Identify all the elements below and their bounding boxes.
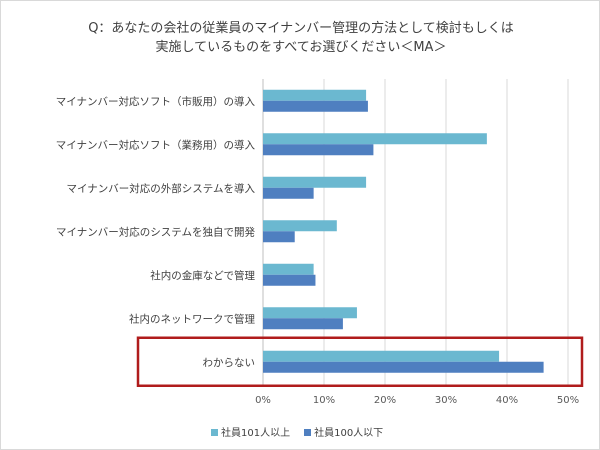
title-line-1: Q：あなたの会社の従業員のマイナンバー管理の方法として検討もしくは xyxy=(88,21,514,36)
bar-101plus xyxy=(263,263,314,275)
legend-item-100under: 社員100人以下 xyxy=(304,424,383,439)
highlight-box xyxy=(136,336,584,387)
bar-101plus xyxy=(263,307,357,319)
legend: 社員101人以上 社員100人以下 xyxy=(211,424,383,439)
category-label: マイナンバー対応ソフト（業務用）の導入 xyxy=(56,138,256,151)
bar-100under xyxy=(263,318,343,330)
bar-101plus xyxy=(263,176,367,188)
x-tick-label: 0% xyxy=(255,395,271,406)
legend-label: 社員101人以上 xyxy=(221,428,291,439)
legend-swatch xyxy=(304,429,312,436)
bar-100under xyxy=(263,100,368,112)
category-label: 社内の金庫などで管理 xyxy=(150,269,255,282)
title-line-2: 実施しているものをすべてお選びください＜MA＞ xyxy=(155,40,447,55)
bar-101plus xyxy=(263,350,500,362)
bar-100under xyxy=(263,231,295,243)
bar-100under xyxy=(263,274,316,286)
legend-item-101plus: 社員101人以上 xyxy=(211,424,290,439)
bar-101plus xyxy=(263,89,367,101)
legend-swatch xyxy=(211,429,218,436)
category-label: マイナンバー対応の外部システムを導入 xyxy=(67,182,256,195)
chart-title: Q：あなたの会社の従業員のマイナンバー管理の方法として検討もしくは 実施している… xyxy=(1,19,599,57)
legend-label: 社員100人以下 xyxy=(314,428,384,439)
x-tick-label: 50% xyxy=(557,395,579,406)
bar-100under xyxy=(263,361,544,373)
x-tick-label: 20% xyxy=(374,395,396,406)
category-label: マイナンバー対応ソフト（市販用）の導入 xyxy=(56,95,256,108)
bar-101plus xyxy=(263,133,487,145)
bar-100under xyxy=(263,187,314,199)
bar-100under xyxy=(263,144,374,156)
category-label: マイナンバー対応のシステムを独自で開発 xyxy=(56,225,255,238)
category-label: わからない xyxy=(203,357,256,369)
x-tick-label: 30% xyxy=(435,395,457,406)
bar-101plus xyxy=(263,220,337,232)
category-label: 社内のネットワークで管理 xyxy=(129,312,255,325)
x-tick-label: 10% xyxy=(313,395,335,406)
x-tick-label: 40% xyxy=(496,395,518,406)
